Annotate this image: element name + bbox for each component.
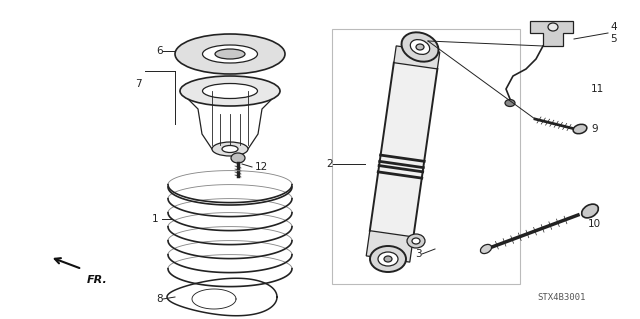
Text: 9: 9 bbox=[591, 124, 598, 134]
Ellipse shape bbox=[222, 145, 238, 152]
Ellipse shape bbox=[582, 204, 598, 218]
Polygon shape bbox=[370, 63, 437, 237]
Ellipse shape bbox=[202, 45, 257, 63]
Ellipse shape bbox=[407, 234, 425, 248]
Text: 10: 10 bbox=[588, 219, 601, 229]
Ellipse shape bbox=[505, 100, 515, 107]
Text: 1: 1 bbox=[152, 214, 159, 224]
Ellipse shape bbox=[175, 34, 285, 74]
Polygon shape bbox=[394, 46, 440, 69]
Ellipse shape bbox=[384, 256, 392, 262]
Text: 2: 2 bbox=[326, 159, 333, 169]
Text: FR.: FR. bbox=[87, 275, 108, 285]
Text: 4: 4 bbox=[610, 22, 616, 32]
Ellipse shape bbox=[573, 124, 587, 134]
Ellipse shape bbox=[378, 252, 398, 266]
Text: 3: 3 bbox=[415, 249, 422, 259]
Text: 11: 11 bbox=[591, 84, 604, 94]
Ellipse shape bbox=[212, 142, 248, 156]
Ellipse shape bbox=[548, 23, 558, 31]
Polygon shape bbox=[366, 231, 413, 262]
Text: 6: 6 bbox=[156, 46, 163, 56]
Text: 7: 7 bbox=[135, 79, 141, 89]
Ellipse shape bbox=[202, 84, 257, 99]
Ellipse shape bbox=[180, 76, 280, 106]
Ellipse shape bbox=[410, 40, 429, 55]
Ellipse shape bbox=[416, 44, 424, 50]
Text: 8: 8 bbox=[156, 294, 163, 304]
Bar bbox=[332, 29, 520, 284]
Ellipse shape bbox=[412, 238, 420, 244]
Text: 12: 12 bbox=[255, 162, 268, 172]
Ellipse shape bbox=[370, 246, 406, 272]
Ellipse shape bbox=[215, 49, 245, 59]
Ellipse shape bbox=[481, 244, 492, 254]
Text: 5: 5 bbox=[610, 34, 616, 44]
Polygon shape bbox=[530, 21, 573, 46]
Ellipse shape bbox=[231, 153, 245, 163]
Text: STX4B3001: STX4B3001 bbox=[538, 293, 586, 301]
Ellipse shape bbox=[401, 32, 438, 62]
